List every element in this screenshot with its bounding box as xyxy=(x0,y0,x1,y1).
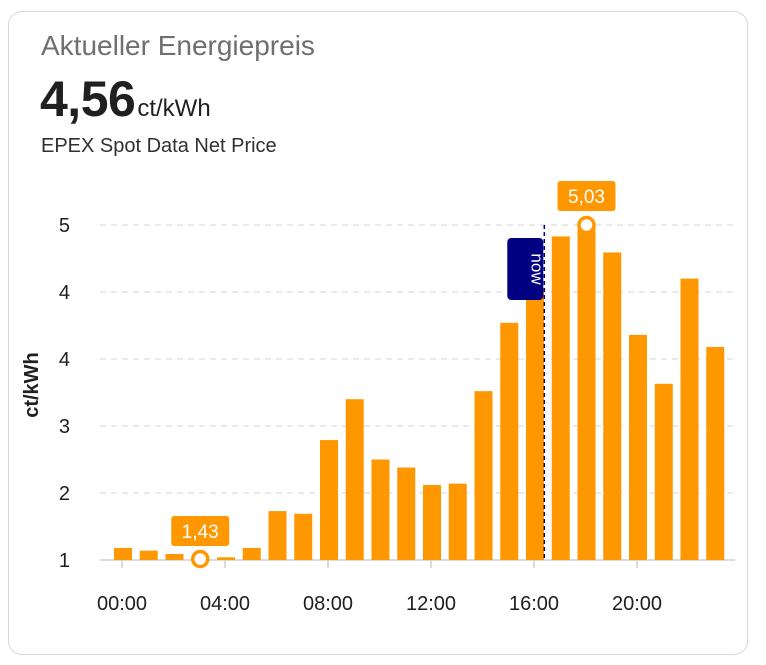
x-tick-label: 20:00 xyxy=(612,593,662,615)
bar xyxy=(654,383,673,560)
x-tick-label: 04:00 xyxy=(200,593,250,615)
bar xyxy=(448,483,467,560)
max-point xyxy=(577,215,596,235)
bar xyxy=(397,467,416,560)
x-tick-label: 16:00 xyxy=(509,593,559,615)
price-unit: ct/kWh xyxy=(137,95,211,122)
x-tick-label: 08:00 xyxy=(303,593,353,615)
price-value: 4,56 xyxy=(40,71,136,127)
now-label: now xyxy=(527,253,546,285)
y-tick-label: 4 xyxy=(59,349,70,371)
min-label-box xyxy=(171,516,230,546)
bar xyxy=(320,440,338,560)
bar xyxy=(423,484,441,560)
max-label-box xyxy=(557,181,616,211)
y-tick-label: 1 xyxy=(59,550,70,572)
bar xyxy=(217,557,235,560)
bar xyxy=(345,399,364,560)
card-subtitle: EPEX Spot Data Net Price xyxy=(41,135,277,157)
bar xyxy=(139,550,158,560)
y-tick-label: 2 xyxy=(59,483,70,505)
y-axis-title: ct/kWh xyxy=(21,352,43,418)
bar xyxy=(242,547,261,560)
bar xyxy=(526,287,544,560)
bar xyxy=(706,346,725,560)
bar xyxy=(551,236,570,560)
min-label: 1,43 xyxy=(182,522,219,543)
max-label: 5,03 xyxy=(568,187,605,208)
bar xyxy=(603,252,622,560)
min-point xyxy=(191,549,210,569)
x-tick-label: 00:00 xyxy=(97,593,147,615)
bar xyxy=(577,225,596,560)
bar xyxy=(500,322,519,560)
bar xyxy=(268,511,287,560)
x-tick-label: 12:00 xyxy=(406,593,456,615)
y-tick-label: 3 xyxy=(59,416,70,438)
bar xyxy=(629,334,647,560)
bar xyxy=(165,553,184,560)
bar xyxy=(371,459,390,560)
card-title: Aktueller Energiepreis xyxy=(41,30,315,61)
bar xyxy=(680,278,699,560)
bar xyxy=(114,547,132,560)
current-price: 4,56ct/kWh xyxy=(40,70,211,128)
y-tick-label: 4 xyxy=(59,282,70,304)
now-badge xyxy=(507,238,544,300)
bar xyxy=(474,391,493,560)
bar xyxy=(294,513,313,560)
y-tick-label: 5 xyxy=(59,215,70,237)
